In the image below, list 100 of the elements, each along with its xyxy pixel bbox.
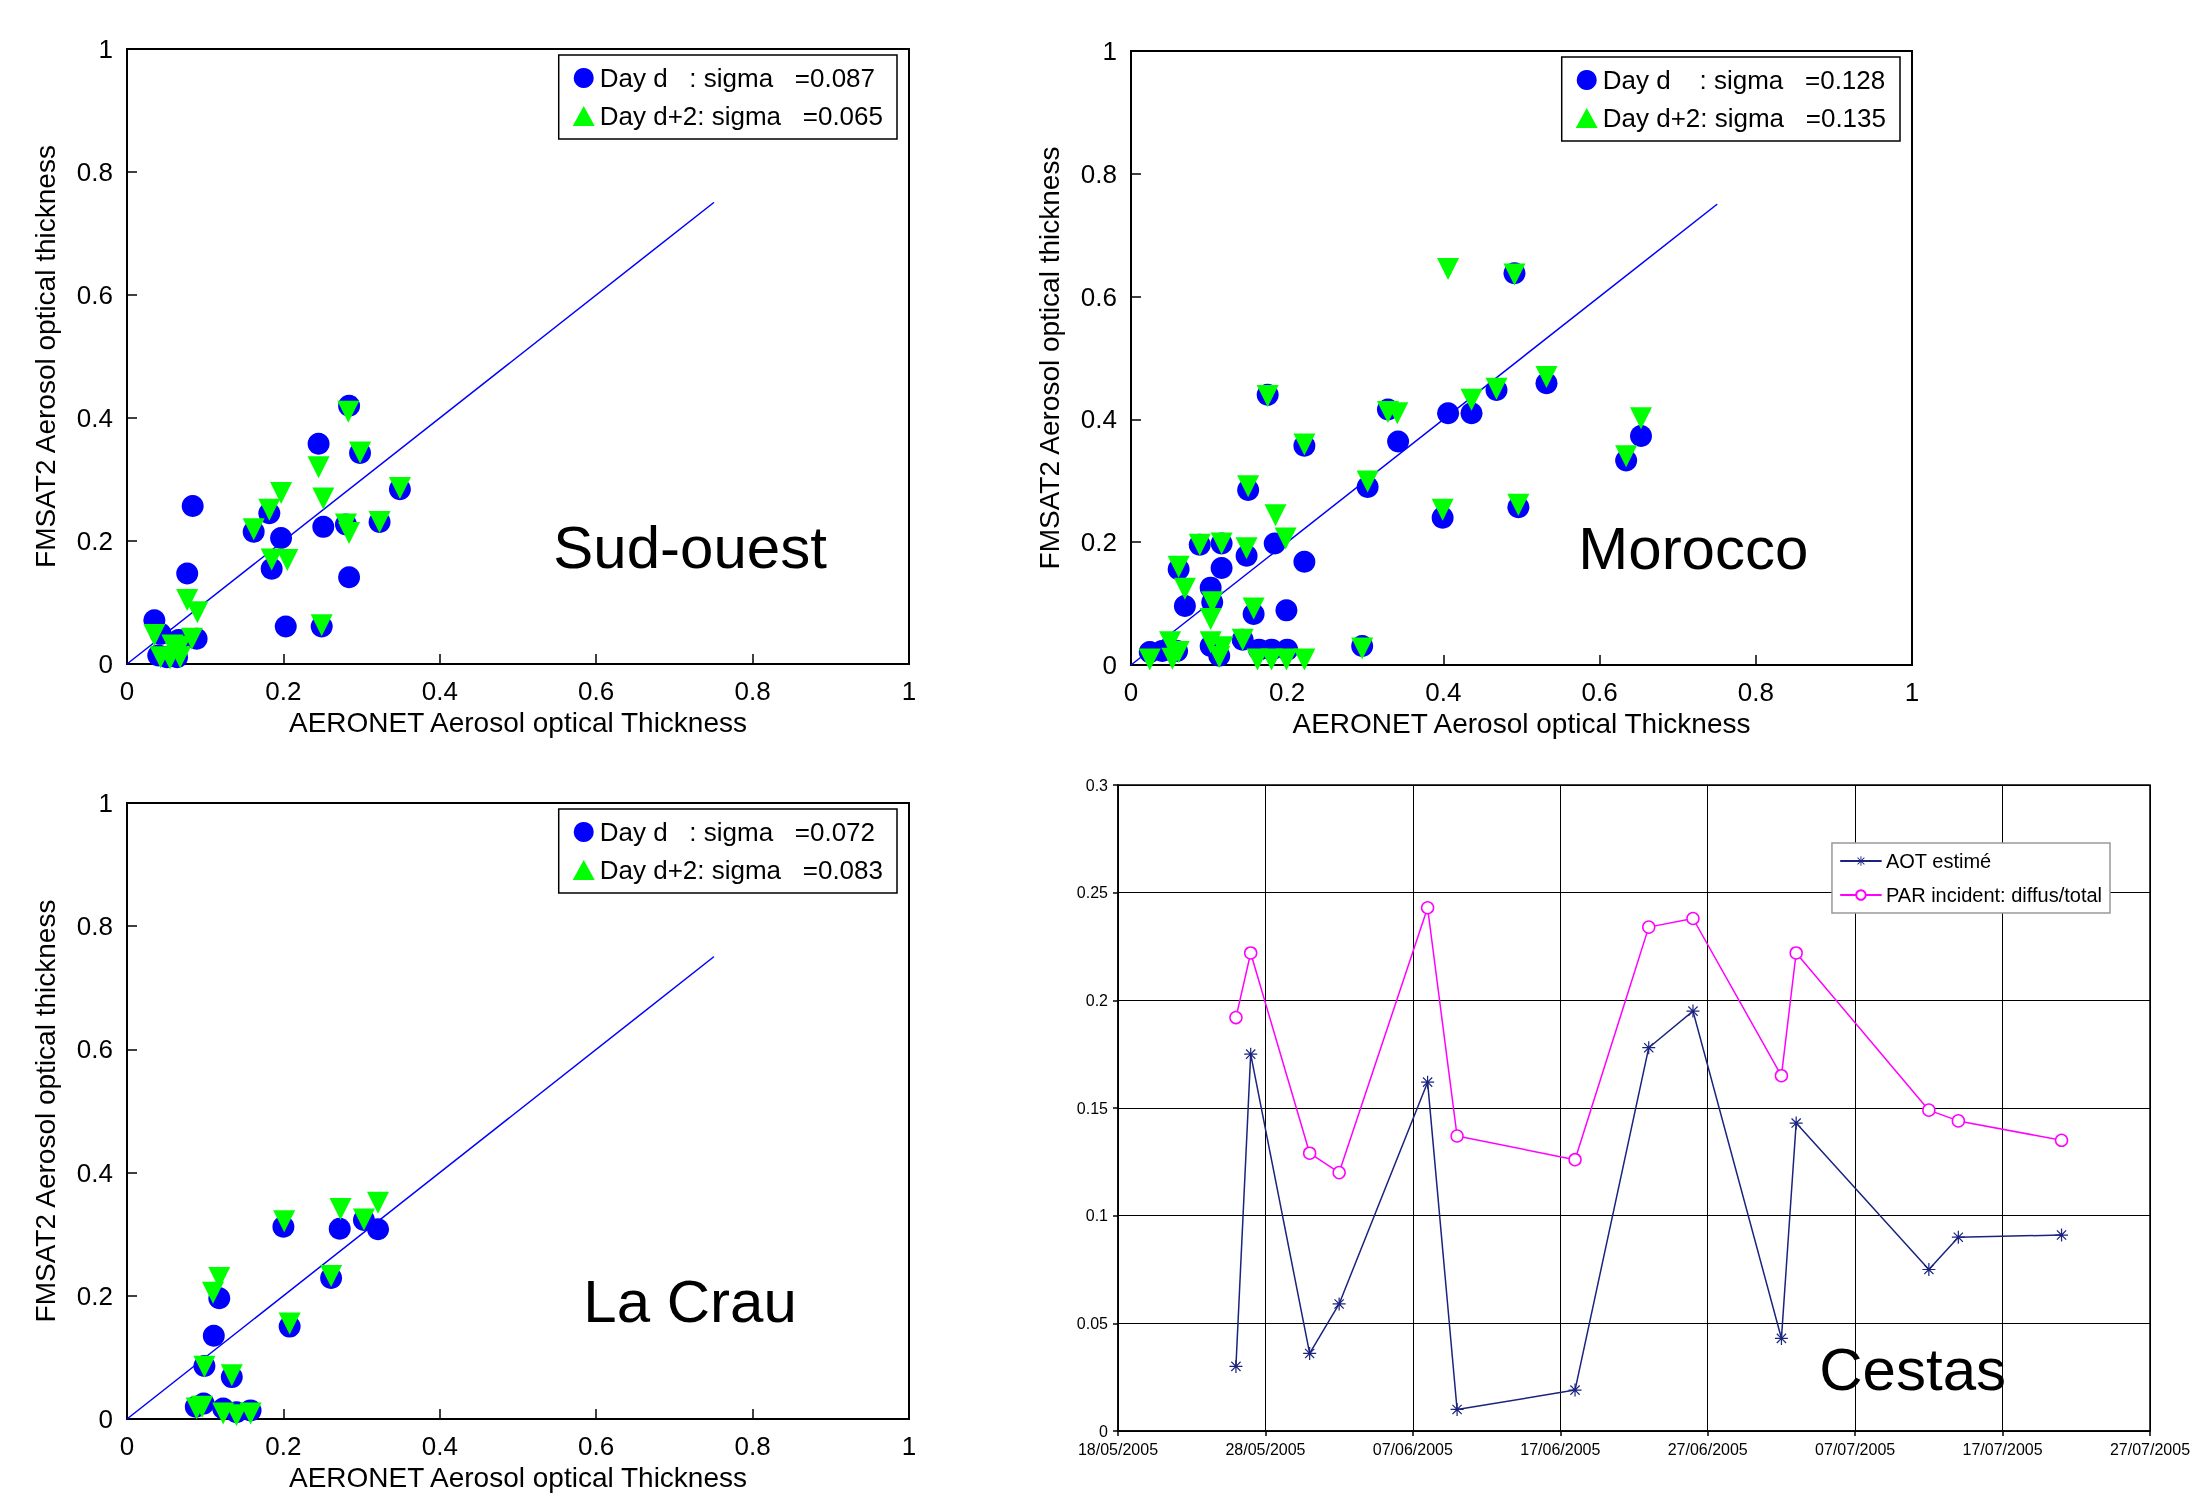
y-tick-label: 0.2: [76, 526, 113, 556]
x-tick-label: 0.6: [1581, 677, 1618, 707]
y-tick-label: 0.8: [76, 157, 113, 187]
point: [1243, 946, 1258, 960]
y-tick-label: 0.4: [76, 403, 113, 433]
x-tick-label: 0.4: [1425, 677, 1462, 707]
point: [1332, 1297, 1346, 1311]
y-tick-label: 0.8: [1080, 158, 1117, 189]
point: [1293, 550, 1316, 573]
point: [1235, 537, 1258, 560]
point: [1431, 498, 1454, 521]
point: [1450, 1402, 1464, 1416]
x-tick-label: 17/07/2005: [1962, 1440, 2043, 1458]
y-tick-label: 0.4: [1080, 404, 1117, 435]
x-tick-label: 18/05/2005: [1077, 1440, 1159, 1458]
x-axis-title: AERONET Aerosol optical Thickness: [288, 1462, 748, 1494]
point: [176, 589, 199, 612]
x-tick-label: 0.4: [421, 676, 458, 706]
point: [1302, 1146, 1317, 1160]
y-tick-label: 0.25: [1076, 884, 1109, 902]
point: [1460, 388, 1483, 411]
point: [1922, 1263, 1936, 1276]
point: [1951, 1114, 1966, 1128]
x-tick-label: 0: [1123, 677, 1139, 707]
point: [1293, 648, 1316, 671]
point: [1774, 1068, 1789, 1083]
point: [270, 482, 293, 505]
point: [1199, 607, 1222, 630]
point: [1210, 556, 1233, 579]
x-tick-label: 0.8: [1737, 677, 1774, 707]
x-axis-title: AERONET Aerosol optical Thickness: [288, 707, 748, 739]
x-tick-label: 07/07/2005: [1815, 1440, 1896, 1458]
point: [337, 400, 360, 423]
y-tick-label: 0.6: [1080, 281, 1117, 312]
x-tick-label: 27/06/2005: [1667, 1440, 1748, 1458]
point: [307, 456, 330, 479]
point: [202, 1281, 225, 1304]
point: [329, 1197, 352, 1220]
legend-label: Day d+2: sigma =0.135: [1602, 103, 1887, 133]
legend-label: Day d : sigma =0.072: [599, 817, 876, 847]
x-axis-title: AERONET Aerosol optical Thickness: [1292, 708, 1751, 740]
x-tick-label: 0.8: [734, 676, 771, 706]
point: [1264, 504, 1287, 527]
y-axis-title: FMSAT2 Aerosol optical thickness: [1033, 146, 1065, 570]
point: [1437, 257, 1460, 280]
point: [1242, 597, 1265, 620]
x-tick-label: 0.2: [1269, 677, 1306, 707]
x-tick-label: 07/06/2005: [1372, 1440, 1453, 1458]
y-tick-label: 0: [98, 649, 113, 679]
point: [1922, 1103, 1936, 1117]
y-tick-label: 0: [98, 1404, 113, 1434]
point: [202, 1324, 225, 1347]
x-tick-label: 0.4: [421, 1431, 458, 1461]
point: [1789, 946, 1803, 960]
point: [312, 515, 335, 538]
point: [1229, 1010, 1243, 1025]
point: [2054, 1133, 2069, 1148]
point: [1568, 1383, 1582, 1397]
y-tick-label: 0.4: [76, 1157, 113, 1188]
point: [1275, 599, 1298, 622]
annotation: Sud-ouest: [553, 513, 828, 581]
point: [1387, 430, 1410, 453]
x-tick-label: 0.2: [265, 1431, 302, 1461]
y-tick-label: 0.1: [1085, 1207, 1109, 1225]
point: [1437, 402, 1460, 425]
x-tick-label: 0.6: [578, 676, 615, 706]
y-tick-label: 0.2: [1080, 527, 1117, 558]
point: [1421, 1075, 1435, 1089]
point: [338, 566, 361, 589]
point: [1420, 900, 1435, 915]
point: [1332, 1165, 1346, 1180]
x-tick-label: 0.6: [578, 1431, 615, 1461]
point: [1642, 920, 1656, 934]
point: [176, 562, 199, 585]
legend-label: AOT estimé: [1885, 850, 1992, 872]
point: [2055, 1228, 2069, 1242]
point: [1629, 407, 1652, 430]
point: [367, 1218, 390, 1241]
point: [1138, 648, 1161, 671]
y-tick-label: 0.3: [1085, 776, 1109, 794]
point: [328, 1217, 351, 1240]
point: [1173, 577, 1196, 600]
point: [274, 615, 297, 638]
y-tick-label: 0.2: [76, 1280, 113, 1311]
point: [1789, 1116, 1803, 1130]
point: [270, 526, 293, 549]
y-tick-label: 0.8: [76, 911, 113, 942]
y-tick-label: 0.2: [1085, 991, 1109, 1009]
y-tick-label: 0.6: [76, 280, 113, 310]
point: [276, 549, 299, 572]
point: [312, 487, 335, 510]
point: [1450, 1129, 1464, 1143]
point: [1630, 424, 1652, 447]
x-tick-label: 0.8: [734, 1431, 771, 1461]
point: [1275, 648, 1298, 671]
legend-label: Day d : sigma =0.087: [599, 63, 876, 93]
x-tick-label: 0: [119, 676, 135, 706]
point: [143, 624, 166, 647]
point: [338, 522, 361, 545]
y-tick-label: 0.6: [76, 1034, 113, 1065]
